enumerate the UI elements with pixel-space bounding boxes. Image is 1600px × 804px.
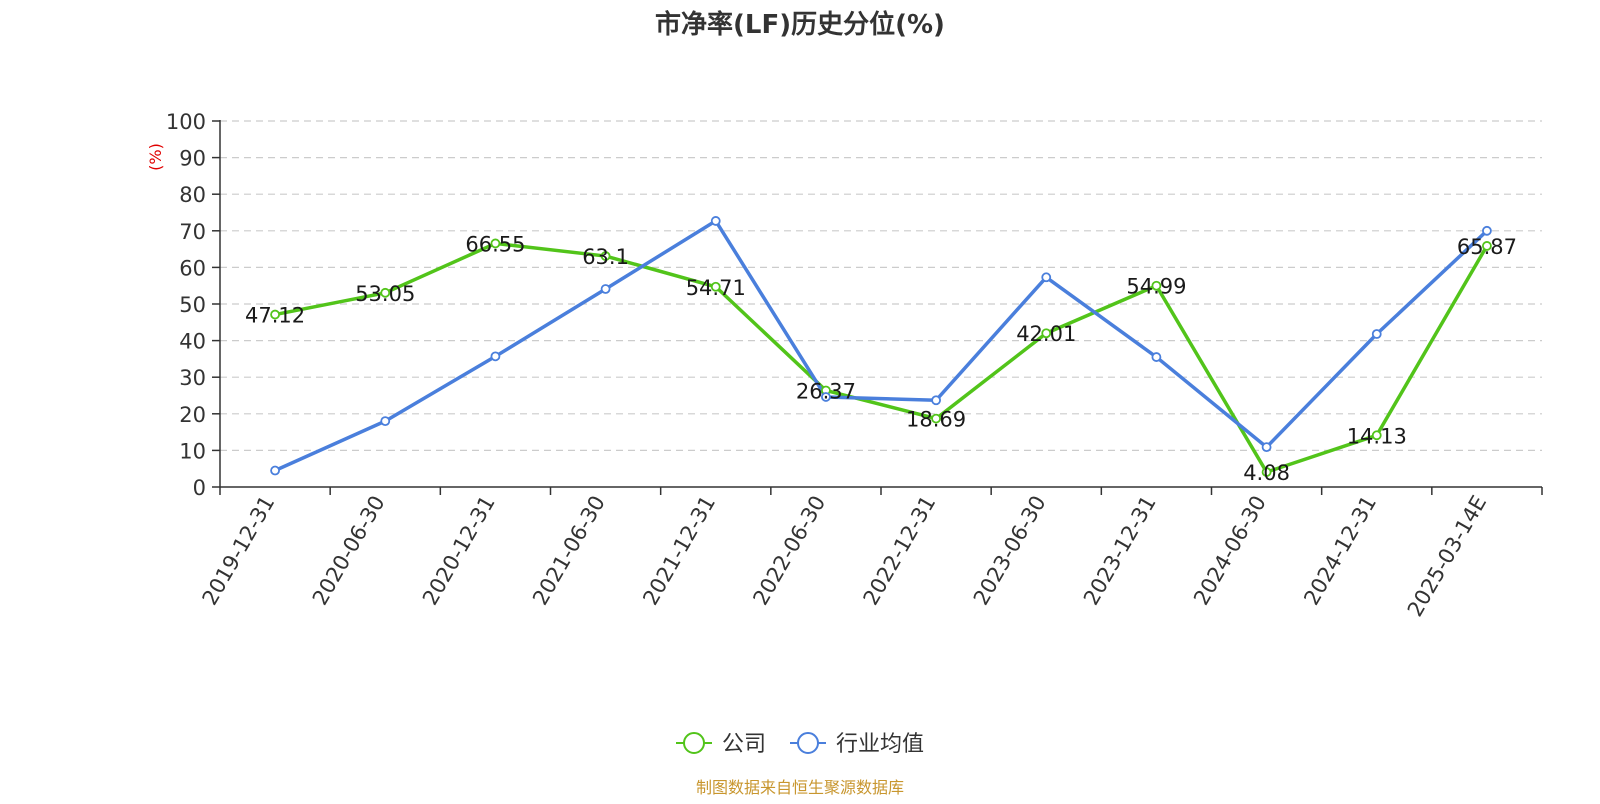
x-tick-label: 2021-12-31 — [638, 492, 720, 610]
series-layer — [270, 216, 1492, 477]
legend-label: 公司 — [722, 732, 766, 757]
y-tick-label: 60 — [179, 256, 206, 280]
legend[interactable]: 公司 行业均值 — [676, 732, 924, 757]
data-label: 54.71 — [686, 276, 746, 300]
x-tick-label: 2019-12-31 — [198, 492, 280, 610]
data-labels: 47.12 53.05 66.55 63.1 54.71 26.37 18.69 42.01 5… — [245, 232, 1517, 485]
data-point[interactable] — [1041, 328, 1052, 339]
legend-marker — [683, 732, 705, 754]
data-point[interactable] — [931, 395, 941, 406]
y-tick-label: 90 — [179, 147, 206, 171]
y-tick-label: 0 — [193, 476, 206, 500]
data-label: 47.12 — [245, 304, 305, 328]
data-label: 66.55 — [465, 232, 525, 256]
grid-lines — [220, 120, 1542, 451]
y-tick-label: 50 — [179, 293, 206, 317]
data-point[interactable] — [710, 216, 721, 226]
x-tick-label: 2021-06-30 — [528, 492, 610, 610]
x-tick-label: 2020-12-31 — [418, 491, 500, 609]
y-axis-label: (%) — [146, 143, 165, 171]
data-point[interactable] — [1151, 280, 1162, 291]
y-tick-label: 40 — [179, 330, 206, 354]
data-point[interactable] — [1371, 430, 1382, 441]
data-point[interactable] — [710, 281, 721, 292]
data-point[interactable] — [270, 465, 280, 476]
data-point[interactable] — [821, 392, 831, 402]
x-tick-label: 2023-12-31 — [1079, 492, 1161, 610]
data-point[interactable] — [490, 238, 501, 249]
x-tick-label: 2023-06-30 — [969, 492, 1051, 610]
data-point[interactable] — [600, 284, 611, 294]
source-note: 制图数据来自恒生聚源数据库 — [696, 778, 904, 797]
data-point[interactable] — [1482, 241, 1492, 251]
legend-marker — [797, 732, 819, 754]
data-label: 65.87 — [1457, 235, 1517, 259]
data-point[interactable] — [600, 251, 611, 261]
y-axis-ticks: 0 10 20 30 40 50 60 70 80 90 100 — [166, 110, 220, 500]
data-point[interactable] — [380, 287, 391, 298]
data-point[interactable] — [1151, 352, 1162, 362]
x-tick-label: 2022-12-31 — [859, 491, 941, 609]
data-label: 26.37 — [796, 379, 856, 403]
chart-title: 市净率(LF)历史分位(%) — [655, 9, 945, 40]
x-tick-label: 2024-12-31 — [1299, 492, 1381, 610]
data-point[interactable] — [1261, 467, 1272, 477]
legend-item[interactable]: 公司 — [676, 732, 766, 757]
series-line — [274, 219, 1489, 473]
data-label: 42.01 — [1016, 322, 1076, 346]
legend-label: 行业均值 — [836, 732, 924, 757]
y-tick-label: 70 — [179, 220, 206, 244]
series-line — [274, 241, 1489, 474]
x-axis-ticks: 2019-12-31 2020-06-30 2020-12-31 2021-06-30… — [198, 487, 1543, 621]
data-point[interactable] — [1371, 329, 1382, 339]
y-tick-label: 30 — [179, 366, 206, 390]
x-tick-label: 2024-06-30 — [1189, 492, 1271, 610]
data-point[interactable] — [931, 413, 941, 424]
y-tick-label: 80 — [179, 183, 206, 207]
y-tick-label: 10 — [179, 439, 206, 463]
data-point[interactable] — [1482, 225, 1492, 236]
y-tick-label: 20 — [179, 403, 206, 427]
x-tick-label: 2025-03-14E — [1403, 492, 1491, 621]
data-label: 53.05 — [355, 282, 415, 306]
data-label: 4.08 — [1243, 461, 1290, 485]
x-tick-label: 2022-06-30 — [748, 492, 830, 610]
data-label: 63.1 — [582, 245, 629, 269]
data-point[interactable] — [380, 416, 391, 427]
x-tick-label: 2020-06-30 — [308, 492, 390, 610]
data-point[interactable] — [1261, 442, 1272, 453]
legend-item[interactable]: 行业均值 — [790, 732, 924, 757]
data-point[interactable] — [490, 351, 501, 362]
data-label: 54.99 — [1126, 275, 1186, 299]
data-label: 14.13 — [1347, 424, 1407, 448]
data-point[interactable] — [1041, 272, 1052, 283]
data-label: 18.69 — [906, 408, 966, 432]
data-point[interactable] — [270, 309, 280, 320]
y-tick-label: 100 — [166, 110, 206, 134]
